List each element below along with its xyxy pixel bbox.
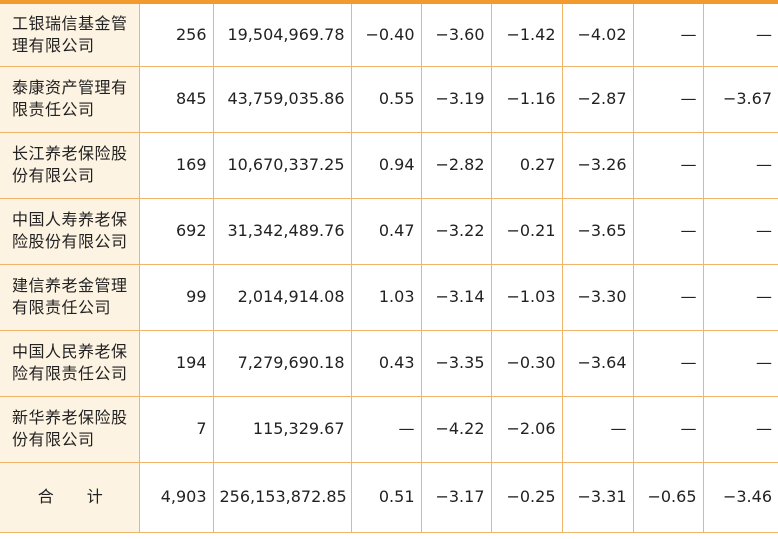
cell-amount: 7,279,690.18	[213, 330, 352, 397]
cell-value-5: −2.06	[491, 396, 563, 463]
cell-value-7: —	[633, 66, 704, 133]
cell-value-6: −3.30	[562, 264, 634, 331]
table-top-border	[0, 0, 778, 4]
company-name: 泰康资产管理有限责任公司	[0, 66, 140, 133]
cell-value-8: −3.67	[703, 66, 778, 133]
total-value-8: −3.46	[703, 462, 778, 533]
cell-amount: 31,342,489.76	[213, 198, 352, 265]
cell-value-3: 0.94	[351, 132, 422, 199]
cell-value-8: —	[703, 198, 778, 265]
table-row: 长江养老保险股份有限公司 169 10,670,337.25 0.94 −2.8…	[0, 132, 778, 199]
data-table: 工银瑞信基金管理有限公司 256 19,504,969.78 −0.40 −3.…	[0, 4, 778, 533]
cell-value-8: —	[703, 132, 778, 199]
cell-value-5: −0.30	[491, 330, 563, 397]
company-name: 中国人寿养老保险股份有限公司	[0, 198, 140, 265]
total-value-5: −0.25	[491, 462, 563, 533]
cell-value-4: −3.19	[421, 66, 492, 133]
total-value-7: −0.65	[633, 462, 704, 533]
cell-value-5: −1.03	[491, 264, 563, 331]
cell-value-3: 0.55	[351, 66, 422, 133]
cell-value-4: −3.60	[421, 4, 492, 67]
cell-value-5: 0.27	[491, 132, 563, 199]
cell-amount: 2,014,914.08	[213, 264, 352, 331]
cell-count: 256	[139, 4, 214, 67]
table-row: 建信养老金管理有限责任公司 99 2,014,914.08 1.03 −3.14…	[0, 264, 778, 331]
total-value-3: 0.51	[351, 462, 422, 533]
company-name: 中国人民养老保险有限责任公司	[0, 330, 140, 397]
total-value-6: −3.31	[562, 462, 634, 533]
total-label: 合 计	[0, 462, 140, 533]
cell-value-6: −3.26	[562, 132, 634, 199]
table-row: 新华养老保险股份有限公司 7 115,329.67 — −4.22 −2.06 …	[0, 396, 778, 463]
company-name: 新华养老保险股份有限公司	[0, 396, 140, 463]
cell-value-5: −1.42	[491, 4, 563, 67]
cell-value-4: −3.14	[421, 264, 492, 331]
cell-amount: 43,759,035.86	[213, 66, 352, 133]
cell-value-7: —	[633, 330, 704, 397]
table-row: 中国人寿养老保险股份有限公司 692 31,342,489.76 0.47 −3…	[0, 198, 778, 265]
table-row: 泰康资产管理有限责任公司 845 43,759,035.86 0.55 −3.1…	[0, 66, 778, 133]
cell-value-8: —	[703, 264, 778, 331]
cell-value-7: —	[633, 264, 704, 331]
cell-value-3: −0.40	[351, 4, 422, 67]
cell-amount: 19,504,969.78	[213, 4, 352, 67]
cell-value-6: −2.87	[562, 66, 634, 133]
table-row: 工银瑞信基金管理有限公司 256 19,504,969.78 −0.40 −3.…	[0, 4, 778, 67]
cell-value-6: −3.64	[562, 330, 634, 397]
total-value-4: −3.17	[421, 462, 492, 533]
total-amount: 256,153,872.85	[213, 462, 352, 533]
cell-value-3: 1.03	[351, 264, 422, 331]
table-row: 中国人民养老保险有限责任公司 194 7,279,690.18 0.43 −3.…	[0, 330, 778, 397]
cell-value-4: −3.22	[421, 198, 492, 265]
cell-value-4: −4.22	[421, 396, 492, 463]
company-name: 工银瑞信基金管理有限公司	[0, 4, 140, 67]
cell-value-7: —	[633, 396, 704, 463]
cell-value-6: —	[562, 396, 634, 463]
cell-value-8: —	[703, 396, 778, 463]
cell-value-8: —	[703, 4, 778, 67]
cell-value-7: —	[633, 198, 704, 265]
cell-value-5: −0.21	[491, 198, 563, 265]
cell-value-3: 0.47	[351, 198, 422, 265]
total-count: 4,903	[139, 462, 214, 533]
company-name: 长江养老保险股份有限公司	[0, 132, 140, 199]
company-name: 建信养老金管理有限责任公司	[0, 264, 140, 331]
cell-count: 99	[139, 264, 214, 331]
cell-value-7: —	[633, 132, 704, 199]
cell-count: 692	[139, 198, 214, 265]
cell-amount: 115,329.67	[213, 396, 352, 463]
cell-value-8: —	[703, 330, 778, 397]
cell-count: 7	[139, 396, 214, 463]
cell-value-5: −1.16	[491, 66, 563, 133]
total-row: 合 计 4,903 256,153,872.85 0.51 −3.17 −0.2…	[0, 462, 778, 533]
cell-value-7: —	[633, 4, 704, 67]
cell-value-6: −3.65	[562, 198, 634, 265]
cell-count: 845	[139, 66, 214, 133]
cell-value-6: −4.02	[562, 4, 634, 67]
cell-value-4: −2.82	[421, 132, 492, 199]
cell-value-3: —	[351, 396, 422, 463]
cell-value-4: −3.35	[421, 330, 492, 397]
cell-count: 194	[139, 330, 214, 397]
cell-amount: 10,670,337.25	[213, 132, 352, 199]
cell-count: 169	[139, 132, 214, 199]
cell-value-3: 0.43	[351, 330, 422, 397]
